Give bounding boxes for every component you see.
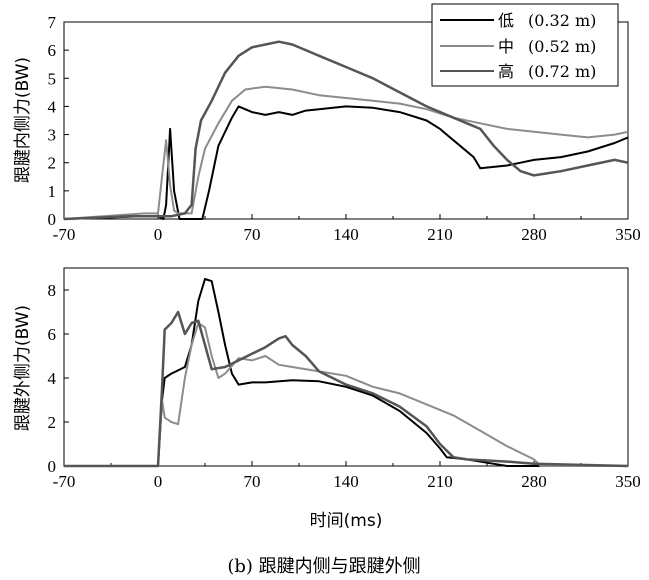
y-tick-label: 2 bbox=[48, 413, 57, 432]
top-chart-y-axis-label: 跟腱内侧力(BW) bbox=[13, 57, 33, 183]
y-tick-label: 0 bbox=[48, 457, 57, 476]
y-tick-label: 3 bbox=[48, 126, 57, 145]
legend-entry-low: 低 (0.32 m) bbox=[440, 11, 596, 30]
top-chart-series bbox=[63, 40, 629, 221]
bottom-series-low bbox=[64, 278, 628, 467]
x-tick-label: 0 bbox=[154, 472, 163, 491]
bottom-chart-x-axis-label: 时间(ms) bbox=[310, 511, 383, 531]
legend-label-low: 低 bbox=[498, 11, 514, 30]
bottom-series-mid bbox=[64, 322, 628, 467]
y-tick-label: 8 bbox=[48, 281, 57, 300]
y-tick-label: 7 bbox=[48, 13, 57, 32]
legend-detail-high: (0.72 m) bbox=[528, 62, 596, 81]
x-tick-label: 210 bbox=[427, 225, 453, 244]
y-tick-label: 2 bbox=[48, 154, 57, 173]
y-tick-label: 1 bbox=[48, 182, 57, 201]
bottom-chart-y-axis-label: 跟腱外侧力(BW) bbox=[13, 305, 33, 431]
legend-label-mid: 中 bbox=[498, 37, 514, 56]
top-series-mid bbox=[63, 85, 629, 220]
top-series-low bbox=[63, 105, 629, 220]
x-tick-label: 140 bbox=[333, 472, 359, 491]
y-tick-label: 0 bbox=[48, 210, 57, 229]
x-tick-label: 280 bbox=[521, 472, 547, 491]
x-tick-label: 70 bbox=[244, 225, 261, 244]
bottom-chart-series bbox=[64, 278, 629, 468]
legend-detail-mid: (0.52 m) bbox=[528, 37, 596, 56]
legend-entry-mid: 中 (0.52 m) bbox=[440, 37, 596, 56]
x-tick-label: 70 bbox=[244, 472, 261, 491]
x-tick-label: 350 bbox=[615, 472, 641, 491]
bottom-chart-y-ticks: 0 2 4 6 8 bbox=[48, 281, 69, 476]
bottom-series-high bbox=[64, 310, 629, 468]
y-tick-label: 6 bbox=[48, 325, 57, 344]
top-series-high bbox=[63, 40, 629, 221]
bottom-chart-plot-area bbox=[63, 267, 629, 467]
chart-legend: 低 (0.32 m) 中 (0.52 m) 高 (0.72 m) bbox=[431, 3, 619, 87]
y-tick-label: 5 bbox=[48, 69, 57, 88]
x-tick-label: 140 bbox=[333, 225, 359, 244]
x-tick-label: 280 bbox=[521, 225, 547, 244]
x-tick-label: 350 bbox=[615, 225, 641, 244]
y-tick-label: 4 bbox=[48, 97, 57, 116]
legend-detail-low: (0.32 m) bbox=[528, 11, 596, 30]
bottom-chart-x-ticks: -70 0 70 140 210 280 350 bbox=[53, 461, 641, 491]
legend-entry-high: 高 (0.72 m) bbox=[440, 62, 596, 81]
figure-caption: (b) 跟腱内侧与跟腱外侧 bbox=[227, 556, 420, 577]
x-tick-label: -70 bbox=[53, 225, 76, 244]
top-chart-y-ticks: 0 1 2 3 4 5 6 7 bbox=[48, 13, 69, 229]
x-tick-label: 210 bbox=[427, 472, 453, 491]
x-tick-label: -70 bbox=[53, 472, 76, 491]
top-chart-x-ticks: -70 0 70 140 210 280 350 bbox=[53, 214, 641, 244]
legend-label-high: 高 bbox=[498, 62, 514, 81]
y-tick-label: 4 bbox=[48, 369, 57, 388]
x-tick-label: 0 bbox=[154, 225, 163, 244]
y-tick-label: 6 bbox=[48, 41, 57, 60]
